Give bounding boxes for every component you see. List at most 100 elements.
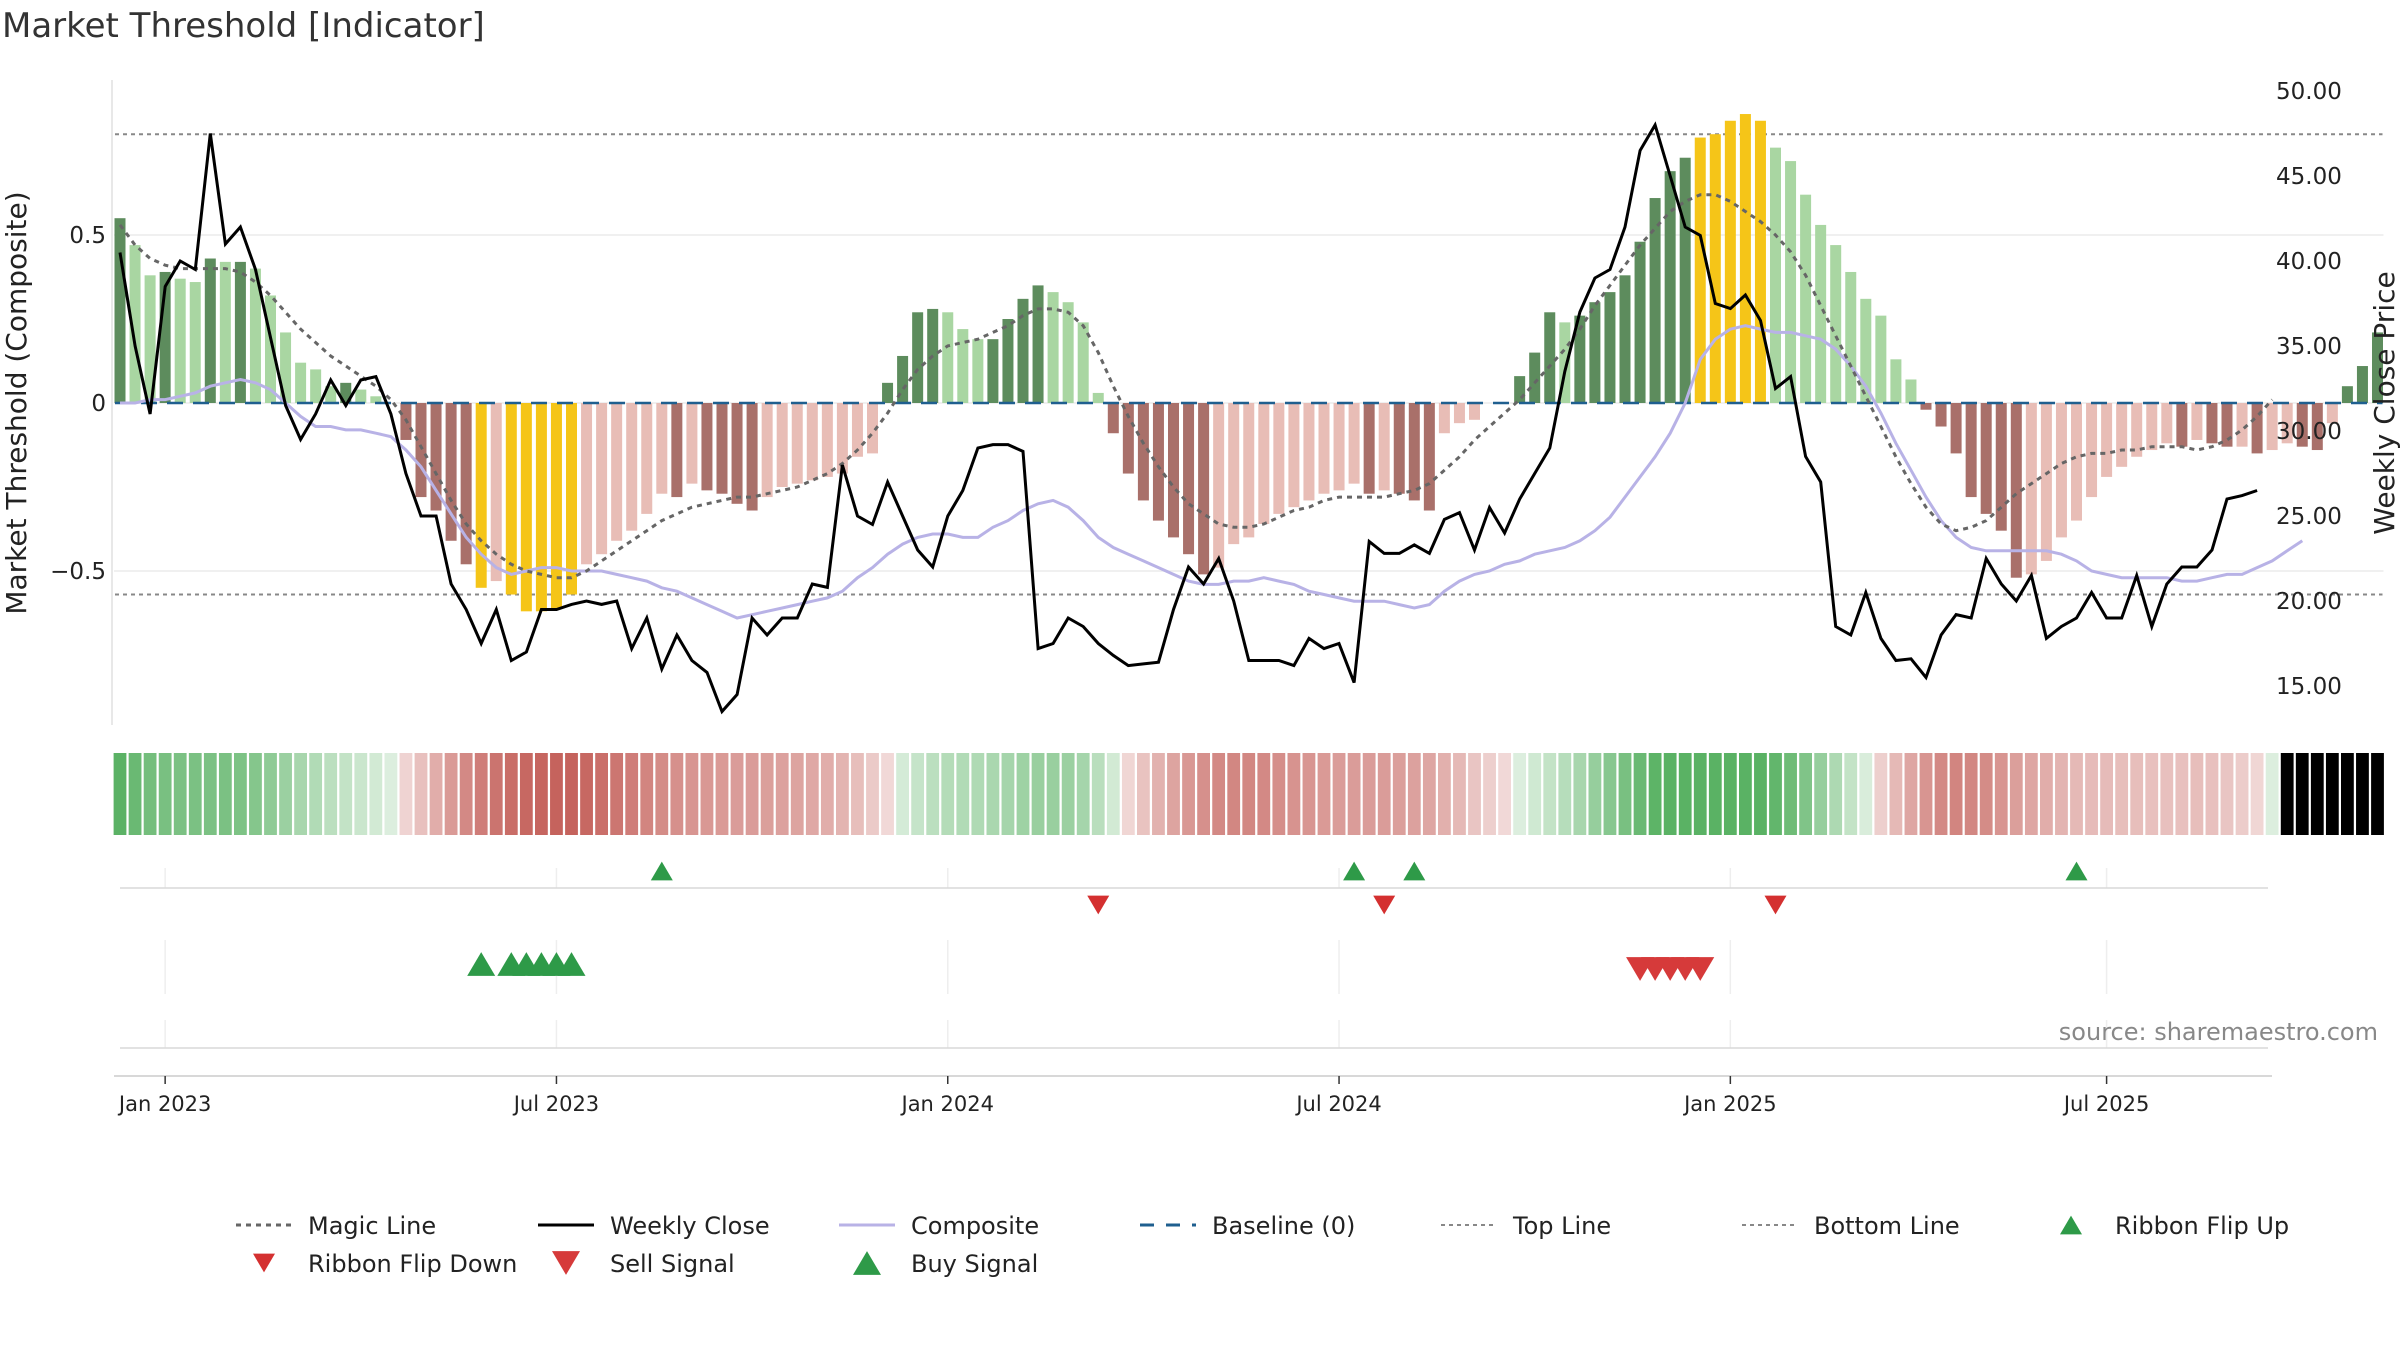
right-tick-label: 15.00 — [2276, 674, 2342, 700]
composite-bar — [2025, 403, 2037, 575]
ribbon-cell — [1317, 753, 1331, 835]
ribbon-cell — [1949, 753, 1963, 835]
ribbon-cell — [2070, 753, 2083, 835]
composite-bar — [2266, 403, 2278, 451]
composite-bar — [1649, 198, 1661, 403]
composite-bar — [2236, 403, 2248, 447]
magic-line — [118, 193, 2274, 580]
ribbon-cell — [2310, 753, 2324, 835]
composite-bar — [867, 403, 878, 454]
composite-bar — [1965, 403, 1977, 498]
ribbon-cell — [1377, 753, 1391, 835]
legend-item: Baseline (0) — [1140, 1212, 1355, 1240]
composite-bar — [2296, 403, 2308, 447]
ribbon-cell — [640, 753, 654, 835]
ribbon-cell — [820, 753, 834, 835]
ribbon-cell — [519, 753, 533, 835]
ribbon-cell — [730, 753, 744, 835]
composite-bar — [1935, 403, 1947, 427]
legend-label: Buy Signal — [911, 1250, 1038, 1278]
composite-bar — [460, 403, 472, 565]
right-tick-label: 20.00 — [2276, 589, 2342, 615]
ribbon-strip — [113, 753, 2384, 835]
ribbon-cell — [2205, 753, 2219, 835]
composite-bar — [2176, 403, 2188, 447]
composite-bar — [2101, 403, 2113, 477]
composite-bar — [987, 339, 999, 403]
ribbon-cell — [444, 753, 458, 835]
composite-bar — [1453, 403, 1465, 424]
ribbon-cell — [1799, 753, 1812, 835]
ribbon-cell — [1302, 753, 1316, 835]
ribbon-cell — [2160, 753, 2174, 835]
legend-label: Composite — [911, 1212, 1039, 1240]
ribbon-cell — [2145, 753, 2159, 835]
ribbon-cell — [2356, 753, 2369, 835]
ribbon-cell — [1031, 753, 1045, 835]
composite-bar — [174, 278, 186, 403]
triangle-down-icon — [552, 1251, 580, 1275]
composite-bar — [234, 261, 246, 403]
composite-bar — [746, 403, 758, 511]
buy-signal-marker — [557, 952, 586, 976]
composite-bar — [2071, 403, 2082, 521]
composite-bar — [882, 382, 894, 403]
composite-bar — [611, 403, 623, 541]
triangle-down-icon — [253, 1253, 275, 1273]
ribbon-cell — [1874, 753, 1888, 835]
axes: 0.5 0 −0.5 50.00 45.00 40.00 35.00 30.00 25.00 20… — [0, 79, 2400, 725]
ribbon-cell — [1558, 753, 1572, 835]
legend-label: Ribbon Flip Down — [308, 1250, 517, 1278]
ribbon-cell — [279, 753, 292, 835]
ribbon-cell — [2341, 753, 2354, 835]
ribbon-cell — [1859, 753, 1873, 835]
composite-bar — [189, 282, 201, 403]
ribbon-cell — [474, 753, 488, 835]
ribbon-cell — [1197, 753, 1210, 835]
ribbon-cell — [986, 753, 1000, 835]
right-tick-label: 50.00 — [2276, 79, 2342, 105]
ribbon-cell — [128, 753, 142, 835]
legend-item: Bottom Line — [1742, 1212, 1960, 1240]
ribbon-cell — [2085, 753, 2098, 835]
composite-bar — [1288, 403, 1300, 508]
legend-item: Ribbon Flip Up — [2060, 1212, 2289, 1240]
ribbon-cell — [1889, 753, 1903, 835]
ribbon-cell — [745, 753, 759, 835]
composite-bar — [430, 403, 442, 511]
composite-bar — [641, 403, 653, 514]
composite-bar — [1243, 403, 1255, 538]
legend-item: Magic Line — [236, 1212, 436, 1240]
date-tick-label: Jul 2024 — [1294, 1092, 1381, 1116]
ribbon-cell — [1693, 753, 1707, 835]
composite-bar — [2281, 403, 2293, 444]
composite-bar — [791, 403, 803, 484]
ribbon-cell — [234, 753, 247, 835]
ribbon-cell — [339, 753, 353, 835]
legend-label: Baseline (0) — [1212, 1212, 1355, 1240]
ribbon-cell — [1513, 753, 1527, 835]
ribbon-cell — [1106, 753, 1120, 835]
composite-bar — [2040, 403, 2052, 561]
composite-bar — [1408, 403, 1420, 501]
date-tick-label: Jan 2025 — [1682, 1092, 1777, 1116]
composite-bar — [1168, 403, 1179, 538]
ribbon-cell — [1332, 753, 1346, 835]
ribbon-cell — [2009, 753, 2023, 835]
right-tick-label: 30.00 — [2276, 419, 2342, 445]
ribbon-cell — [2175, 753, 2189, 835]
composite-bar — [912, 312, 924, 403]
series-lines — [115, 121, 2383, 715]
composite-bar — [1980, 403, 1992, 514]
composite-bar — [1619, 275, 1631, 403]
composite-bar — [1709, 134, 1721, 403]
ribbon-cell — [2100, 753, 2113, 835]
composite-bar — [415, 403, 427, 498]
composite-bar — [1318, 403, 1330, 494]
composite-bar — [821, 403, 833, 477]
left-tick-label: 0.5 — [69, 223, 106, 249]
ribbon-cell — [2325, 753, 2339, 835]
ribbon-cell — [1603, 753, 1617, 835]
ribbon-cell — [1453, 753, 1466, 835]
composite-bar — [596, 403, 608, 555]
